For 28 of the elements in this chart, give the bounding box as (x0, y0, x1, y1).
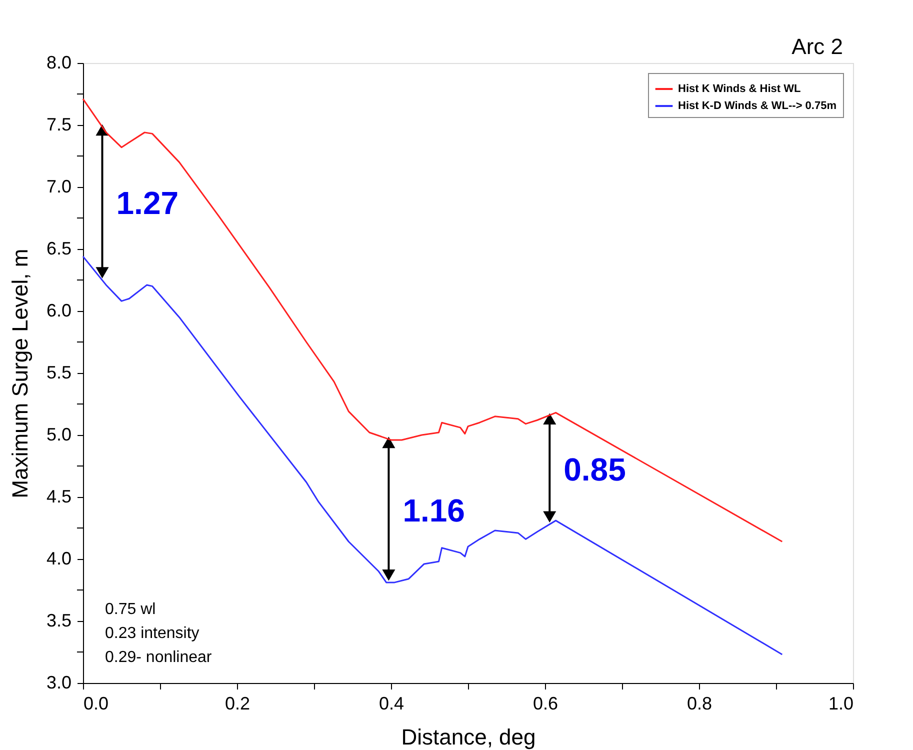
annotation: 0.75 wl (105, 601, 156, 618)
annotation: 0.23 intensity (105, 625, 200, 642)
annotation: 0.85 (564, 451, 626, 488)
x-tick-label: 0.0 (84, 694, 109, 714)
x-tick-label: 0.6 (532, 694, 558, 714)
x-axis-title: Distance, deg (401, 724, 536, 750)
x-tick-label: 1.0 (828, 694, 854, 714)
chart-title: Arc 2 (792, 34, 843, 59)
y-tick-label: 8.0 (46, 52, 72, 72)
y-tick-label: 4.0 (46, 548, 72, 568)
annotation: 1.27 (116, 184, 179, 221)
annotation: 1.16 (402, 492, 465, 528)
legend-label: Hist K Winds & Hist WL (678, 83, 802, 95)
y-tick-label: 3.0 (46, 672, 72, 692)
y-tick-label: 7.0 (46, 176, 72, 196)
annotation: 0.29- nonlinear (105, 649, 212, 666)
x-tick-label: 0.4 (378, 694, 404, 714)
y-tick-label: 3.5 (46, 610, 72, 630)
y-tick-label: 7.5 (46, 114, 72, 134)
y-tick-label: 6.5 (46, 238, 72, 258)
y-tick-label: 6.0 (46, 300, 72, 320)
y-tick-label: 5.0 (46, 424, 72, 444)
y-axis-title: Maximum Surge Level, m (7, 248, 32, 498)
x-tick-label: 0.8 (686, 694, 712, 714)
legend-label: Hist K-D Winds & WL--> 0.75m (678, 100, 837, 112)
y-tick-label: 5.5 (46, 362, 72, 382)
y-tick-label: 4.5 (46, 486, 72, 506)
x-tick-label: 0.2 (224, 694, 250, 714)
